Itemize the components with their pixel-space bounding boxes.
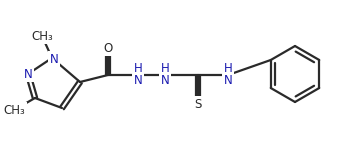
Text: H: H: [224, 62, 233, 74]
Text: N: N: [133, 74, 142, 86]
Text: H: H: [160, 62, 169, 74]
Text: H: H: [133, 62, 142, 74]
Text: O: O: [103, 41, 113, 54]
Text: CH₃: CH₃: [3, 103, 25, 116]
Text: N: N: [224, 74, 233, 86]
Text: N: N: [160, 74, 169, 86]
Text: N: N: [24, 67, 32, 81]
Text: S: S: [194, 98, 202, 111]
Text: N: N: [50, 53, 58, 66]
Text: CH₃: CH₃: [31, 29, 53, 42]
